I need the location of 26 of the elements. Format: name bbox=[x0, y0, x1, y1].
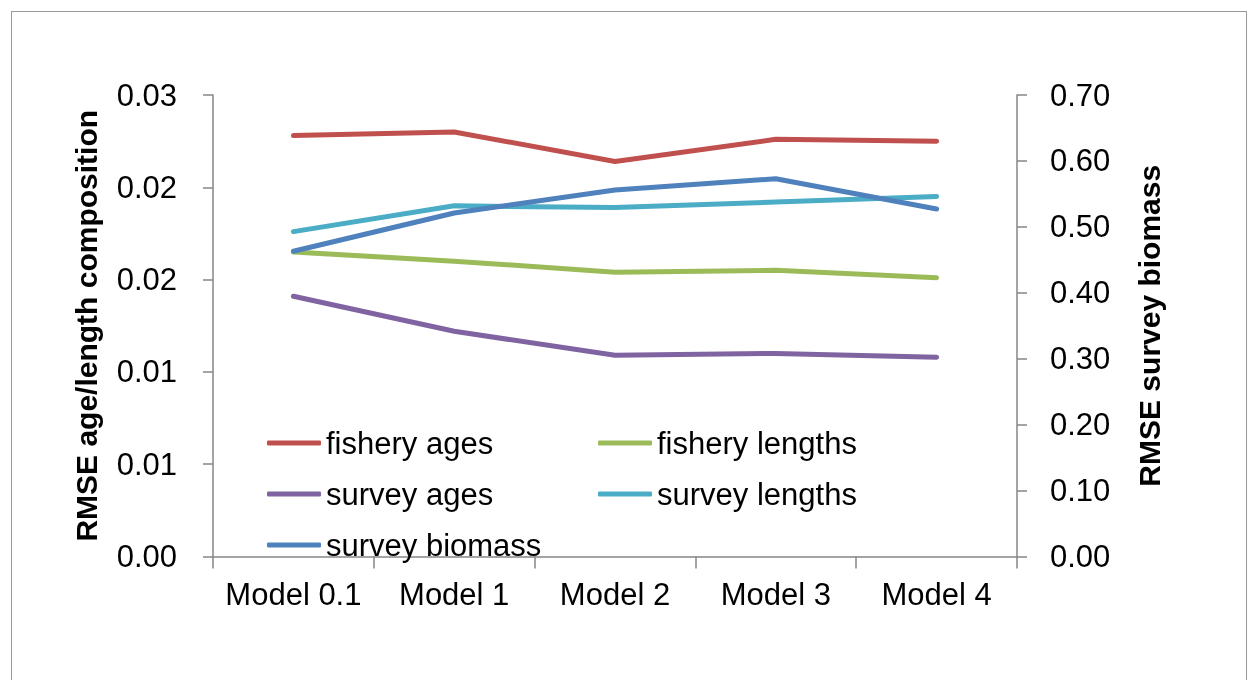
y2-tick-label: 0.70 bbox=[1050, 77, 1111, 113]
y2-tick-label: 0.00 bbox=[1050, 539, 1111, 574]
x-tick-label: Model 0.1 bbox=[225, 576, 362, 612]
legend-label: survey ages bbox=[326, 476, 494, 512]
y2-tick-label: 0.40 bbox=[1050, 275, 1111, 311]
y-axis-title: RMSE age/length composition bbox=[69, 109, 103, 542]
legend-label: fishery ages bbox=[326, 425, 494, 461]
x-tick-label: Model 2 bbox=[559, 576, 671, 612]
y-tick-label: 0.02 bbox=[116, 262, 177, 298]
x-tick-label: Model 4 bbox=[881, 576, 992, 612]
legend-label: survey biomass bbox=[326, 527, 542, 563]
y-tick-label: 0.01 bbox=[116, 354, 177, 390]
legend-label: survey lengths bbox=[657, 476, 857, 512]
y2-axis-title: RMSE survey biomass bbox=[1132, 164, 1166, 487]
legend-label: fishery lengths bbox=[657, 425, 857, 461]
y-tick-label: 0.02 bbox=[116, 169, 177, 205]
y-tick-label: 0.01 bbox=[116, 446, 177, 482]
y2-tick-label: 0.30 bbox=[1050, 341, 1111, 377]
y2-tick-label: 0.50 bbox=[1050, 209, 1111, 245]
x-tick-label: Model 3 bbox=[720, 576, 831, 612]
y2-tick-label: 0.20 bbox=[1050, 407, 1111, 443]
y2-tick-label: 0.10 bbox=[1050, 473, 1111, 509]
y-tick-label: 0.00 bbox=[116, 539, 177, 574]
y-tick-label: 0.03 bbox=[116, 77, 177, 113]
y2-tick-label: 0.60 bbox=[1050, 143, 1111, 179]
x-tick-label: Model 1 bbox=[399, 576, 510, 612]
